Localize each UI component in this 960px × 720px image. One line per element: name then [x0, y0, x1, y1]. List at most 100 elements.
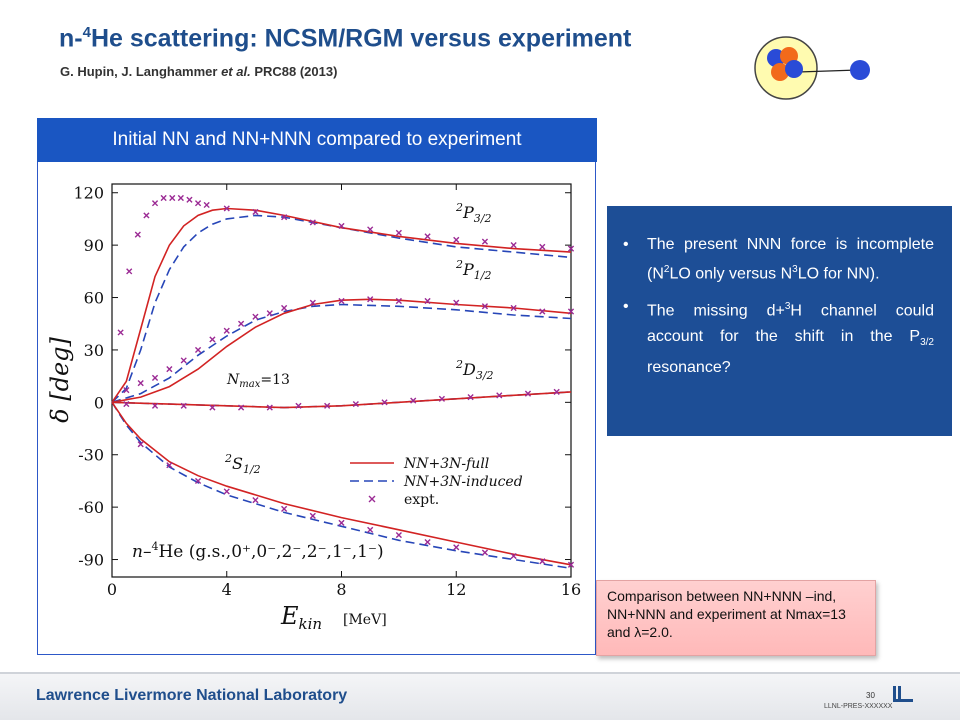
expt-point: [481, 303, 489, 310]
expt-point: [309, 299, 316, 306]
expt-point: [539, 558, 546, 565]
expt-point: [309, 219, 316, 226]
annotation-reaction: n–4He (g.s.,0⁺,0⁻,2⁻,2⁻,1⁻,1⁻): [132, 540, 384, 562]
expt-point: [137, 441, 144, 448]
y-tick-label: 90: [84, 236, 104, 255]
expt-point: [410, 397, 417, 404]
legend-expt-swatch: [368, 495, 376, 503]
x-tick-label: 16: [561, 580, 581, 599]
expt-point: [539, 308, 546, 315]
series-3-induced-line: [111, 401, 572, 570]
expt-point: [177, 194, 184, 202]
expt-point: [496, 392, 503, 399]
info-bullet-nnn: The present NNN force is incomplete (N2L…: [623, 232, 934, 286]
expt-point: [123, 400, 130, 408]
expt-point: [252, 497, 259, 504]
expt-point: [324, 402, 331, 409]
expt-point: [209, 336, 216, 343]
expt-point: [281, 304, 288, 312]
expt-point: [151, 200, 159, 207]
expt-point: [134, 231, 141, 238]
y-tick-label: 60: [84, 289, 104, 308]
expt-point: [194, 477, 202, 485]
expt-point: [395, 229, 402, 237]
expt-point: [481, 549, 489, 556]
expt-point: [223, 205, 230, 212]
expt-point: [424, 233, 431, 240]
x-axis-label: Ekin: [280, 602, 322, 633]
expt-point: [424, 538, 431, 546]
document-code: LLNL-PRES-XXXXXX: [824, 703, 893, 710]
lab-name: Lawrence Livermore National Laboratory: [36, 687, 348, 704]
x-axis-unit: [MeV]: [343, 612, 387, 628]
expt-point: [352, 400, 359, 408]
expt-point: [524, 390, 532, 397]
expt-point: [160, 194, 167, 202]
expt-point: [223, 488, 230, 495]
expt-point: [453, 299, 460, 306]
title-prefix: n-: [59, 24, 83, 53]
expt-point: [281, 505, 288, 512]
expt-point: [367, 296, 374, 303]
y-tick-label: -90: [78, 551, 104, 570]
expt-point: [166, 366, 173, 373]
llnl-logo-icon: [893, 686, 913, 702]
title-superscript: 4: [82, 24, 91, 41]
expt-point: [367, 226, 374, 233]
expt-point: [567, 561, 575, 568]
slide-title: n-4He scattering: NCSM/RGM versus experi…: [59, 24, 631, 53]
expt-point: [395, 297, 402, 305]
expt-point: [209, 404, 216, 411]
footer-divider: [0, 672, 960, 674]
comparison-note: Comparison between NN+NNN –ind, NN+NNN a…: [596, 580, 876, 656]
expt-point: [453, 544, 460, 551]
series-0-induced-line: [111, 214, 572, 403]
expt-point: [151, 374, 159, 381]
expt-point: [194, 200, 202, 207]
annotation-nmax: Nmax=13: [226, 372, 290, 390]
x-tick-label: 0: [107, 580, 117, 599]
expt-point: [510, 304, 517, 312]
expt-point: [338, 519, 345, 526]
expt-point: [203, 201, 210, 209]
expt-point: [367, 526, 374, 533]
x-tick-label: 8: [336, 580, 346, 599]
expt-point: [137, 380, 144, 387]
expt-point: [223, 327, 230, 334]
expt-point: [381, 399, 388, 406]
series-1-full-line: [111, 298, 572, 404]
legend-expt-label: expt.: [404, 492, 439, 508]
y-tick-label: 30: [84, 341, 104, 360]
expt-point: [424, 297, 431, 305]
expt-point: [186, 196, 193, 203]
y-tick-label: 120: [73, 184, 104, 203]
expt-point: [309, 512, 316, 519]
phase-shift-chart: 0 4 8 12 16 -90 -60 -30 0 30 60 90 120 Ekin [MeV] δ [de…: [46, 183, 581, 633]
expt-point: [180, 357, 187, 364]
expt-point: [117, 329, 124, 336]
citation: G. Hupin, J. Langhammer et al. PRC88 (20…: [60, 64, 337, 79]
expt-point: [166, 462, 173, 469]
expt-point: [510, 552, 517, 560]
x-tick-label: 12: [446, 580, 466, 599]
expt-point: [338, 222, 345, 230]
series-1-induced-line: [111, 303, 572, 404]
expt-point: [395, 531, 402, 539]
section-banner: Initial NN and NN+NNN compared to experi…: [37, 118, 597, 162]
expt-point: [194, 346, 202, 354]
expt-point: [252, 313, 259, 320]
expt-point: [266, 310, 273, 317]
y-tick-label: -30: [78, 446, 104, 465]
citation-authors: G. Hupin, J. Langhammer: [60, 64, 222, 79]
info-box: The present NNN force is incomplete (N2L…: [607, 206, 952, 436]
legend-induced-label: NN+3N-induced: [403, 474, 523, 490]
expt-point: [467, 393, 474, 401]
wave-label-0: 2P3/2: [455, 201, 491, 225]
title-text: He scattering: NCSM/RGM versus experimen…: [90, 24, 632, 53]
expt-point: [123, 387, 130, 394]
expt-point: [180, 402, 187, 409]
legend-full-label: NN+3N-full: [403, 456, 489, 472]
expt-point: [252, 208, 259, 216]
page-number: 30: [866, 691, 875, 700]
expt-point: [237, 320, 245, 327]
